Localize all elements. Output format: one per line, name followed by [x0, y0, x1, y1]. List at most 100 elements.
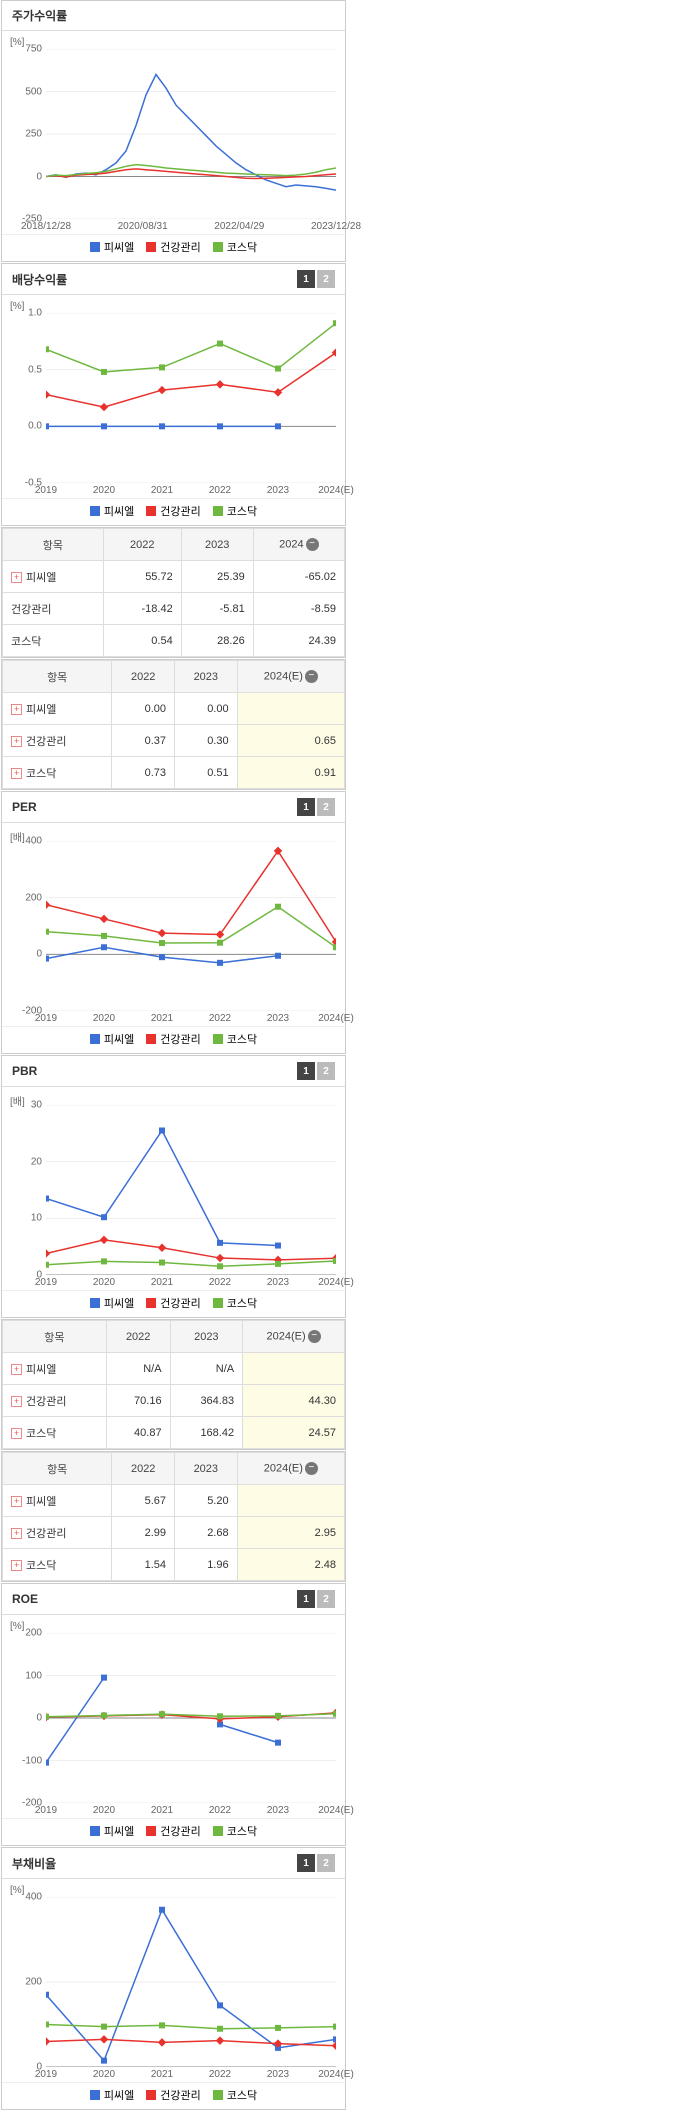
- expand-icon[interactable]: +: [11, 1364, 22, 1375]
- series-marker: [46, 1196, 49, 1202]
- chart-legend: 피씨엘건강관리코스닥: [2, 1026, 345, 1051]
- legend-swatch: [90, 1826, 100, 1836]
- view-button-2[interactable]: 2: [317, 270, 335, 288]
- data-table: 항목202220232024(E)−+피씨엘5.675.20+건강관리2.992…: [2, 1452, 345, 1581]
- legend-item: 건강관리: [146, 1031, 200, 1047]
- row-label-cell: +피씨엘: [3, 1485, 112, 1517]
- view-button-1[interactable]: 1: [297, 1854, 315, 1872]
- table-cell: 40.87: [106, 1417, 170, 1449]
- series-marker: [275, 2025, 281, 2031]
- panel-title: 부채비율: [12, 1855, 56, 1872]
- table-cell: 0.37: [112, 725, 175, 757]
- table-row: +코스닥1.541.962.48: [3, 1549, 345, 1581]
- expand-icon[interactable]: +: [11, 572, 22, 583]
- table-row: +코스닥0.730.510.91: [3, 757, 345, 789]
- table-header-cell: 항목: [3, 661, 112, 693]
- legend-label: 건강관리: [160, 2087, 200, 2103]
- legend-label: 코스닥: [227, 2087, 257, 2103]
- series-marker: [332, 2042, 336, 2050]
- view-button-1[interactable]: 1: [297, 1062, 315, 1080]
- legend-label: 건강관리: [160, 1295, 200, 1311]
- table-header-cell: 2024(E)−: [243, 1321, 345, 1353]
- series-marker: [217, 960, 223, 966]
- chart-svg: [46, 49, 336, 219]
- view-button-2[interactable]: 2: [317, 1590, 335, 1608]
- expand-icon[interactable]: +: [11, 768, 22, 779]
- table-cell: 1.54: [112, 1549, 175, 1581]
- legend-label: 건강관리: [160, 1031, 200, 1047]
- panel-header: ROE12: [2, 1584, 345, 1615]
- view-button-1[interactable]: 1: [297, 1590, 315, 1608]
- y-tick: 400: [25, 836, 42, 847]
- series-marker: [159, 1260, 165, 1266]
- series-marker: [217, 1713, 223, 1719]
- series-marker: [275, 366, 281, 372]
- series-marker: [46, 1714, 49, 1720]
- view-button-2[interactable]: 2: [317, 1062, 335, 1080]
- collapse-icon[interactable]: −: [306, 538, 319, 551]
- view-button-2[interactable]: 2: [317, 798, 335, 816]
- x-tick: 2024(E): [318, 2069, 354, 2080]
- table-cell: 0.54: [103, 625, 181, 657]
- x-tick: 2021: [151, 485, 173, 496]
- expand-icon[interactable]: +: [11, 1528, 22, 1539]
- plot-area: [46, 313, 335, 483]
- legend-label: 코스닥: [227, 1031, 257, 1047]
- series-marker: [274, 388, 282, 396]
- panel-buttons: 12: [297, 270, 335, 288]
- series-line: [46, 1131, 278, 1246]
- series-marker: [100, 403, 108, 411]
- table-cell: 44.30: [243, 1385, 345, 1417]
- legend-item: 피씨엘: [90, 503, 134, 519]
- expand-icon[interactable]: +: [11, 1428, 22, 1439]
- series-marker: [275, 953, 281, 959]
- data-table: 항목202220232024−+피씨엘55.7225.39-65.02건강관리-…: [2, 528, 345, 657]
- table-header-cell: 2023: [181, 529, 253, 561]
- y-tick: 0: [36, 1713, 42, 1724]
- view-button-1[interactable]: 1: [297, 798, 315, 816]
- x-tick: 2024(E): [318, 1277, 354, 1288]
- collapse-icon[interactable]: −: [305, 670, 318, 683]
- y-unit-label: [%]: [10, 301, 24, 312]
- legend-label: 건강관리: [160, 239, 200, 255]
- view-button-1[interactable]: 1: [297, 270, 315, 288]
- table-row: +피씨엘55.7225.39-65.02: [3, 561, 345, 593]
- legend-item: 코스닥: [213, 1823, 257, 1839]
- table-cell: 2.68: [175, 1517, 238, 1549]
- expand-icon[interactable]: +: [11, 1496, 22, 1507]
- legend-swatch: [146, 1034, 156, 1044]
- expand-icon[interactable]: +: [11, 1396, 22, 1407]
- legend-label: 피씨엘: [104, 1823, 134, 1839]
- legend-item: 건강관리: [146, 1295, 200, 1311]
- table-cell: 25.39: [181, 561, 253, 593]
- series-marker: [101, 369, 107, 375]
- x-tick: 2021: [151, 1013, 173, 1024]
- y-axis: 0102030: [2, 1105, 46, 1275]
- collapse-icon[interactable]: −: [305, 1462, 318, 1475]
- series-marker: [216, 2036, 224, 2044]
- chart-svg: [46, 841, 336, 1011]
- table-cell: 0.00: [112, 693, 175, 725]
- x-tick: 2019: [35, 2069, 57, 2080]
- legend-swatch: [213, 2090, 223, 2100]
- legend-item: 건강관리: [146, 239, 200, 255]
- panel-header: 부채비율 12: [2, 1848, 345, 1879]
- view-button-2[interactable]: 2: [317, 1854, 335, 1872]
- series-marker: [46, 929, 49, 935]
- collapse-icon[interactable]: −: [308, 1330, 321, 1343]
- panel-header: PER12: [2, 792, 345, 823]
- panel-buttons: 12: [297, 1854, 335, 1872]
- expand-icon[interactable]: +: [11, 1560, 22, 1571]
- expand-icon[interactable]: +: [11, 704, 22, 715]
- chart-legend: 피씨엘건강관리코스닥: [2, 498, 345, 523]
- table-header-cell: 항목: [3, 529, 104, 561]
- table-cell: -18.42: [103, 593, 181, 625]
- legend-swatch: [213, 1826, 223, 1836]
- expand-icon[interactable]: +: [11, 736, 22, 747]
- y-axis: -0.50.00.51.0: [2, 313, 46, 483]
- x-tick: 2019: [35, 1805, 57, 1816]
- legend-item: 피씨엘: [90, 2087, 134, 2103]
- series-marker: [101, 933, 107, 939]
- row-label-cell: +코스닥: [3, 1549, 112, 1581]
- legend-label: 코스닥: [227, 1823, 257, 1839]
